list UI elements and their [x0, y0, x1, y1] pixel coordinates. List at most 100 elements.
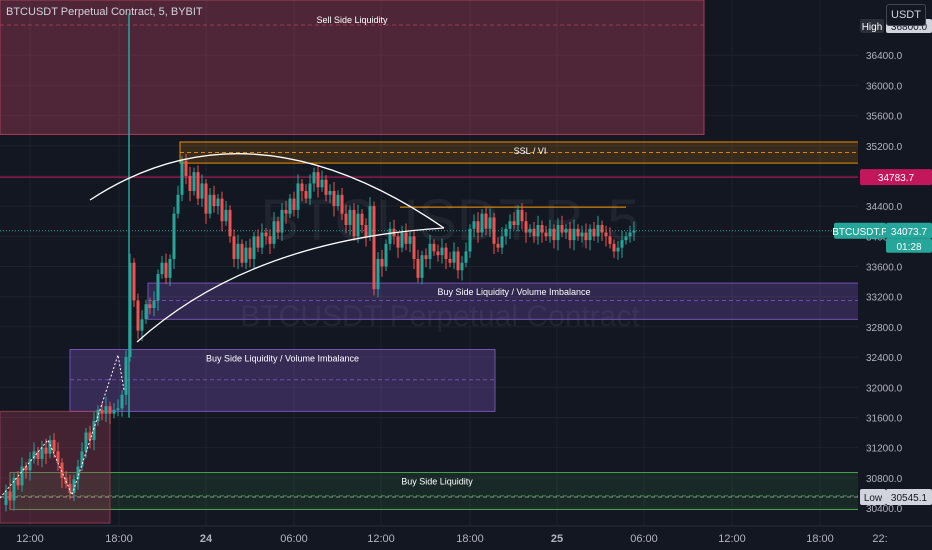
candle-body [96, 409, 100, 422]
candle-body [124, 357, 128, 395]
price-axis[interactable]: 30400.0 30800.0 31200.0 31600.0 32000.0 32400… [858, 0, 932, 526]
high-value: 36800.0 [891, 22, 928, 33]
candle-body [144, 304, 148, 320]
grid [0, 0, 858, 526]
candle-body [8, 491, 12, 501]
y-tick-label: 33200.0 [866, 293, 903, 304]
candle-body [76, 466, 80, 480]
candle-body [204, 183, 208, 214]
candle-body [380, 258, 384, 267]
candle-body [404, 232, 408, 244]
last-value-tag-bg [886, 222, 932, 239]
candle-body [348, 209, 352, 225]
candle-body [228, 209, 232, 237]
candle-body [184, 160, 188, 176]
time-axis[interactable]: 12:00 18:00 24 06:00 12:00 18:00 25 06:00 12:00 1… [0, 525, 932, 550]
candle-body [308, 183, 312, 199]
y-tick-label: 32800.0 [866, 323, 903, 334]
candle-body [340, 194, 344, 214]
x-tick-label: 12:00 [718, 533, 746, 545]
candle-body [500, 236, 504, 248]
candle-body [472, 221, 476, 229]
candle-body [12, 477, 16, 501]
candle-body [280, 209, 284, 233]
candle-body [304, 191, 308, 199]
candle-body [600, 224, 604, 233]
candle-body [476, 221, 480, 233]
candle-body [356, 213, 360, 237]
candle-body [576, 228, 580, 237]
last-symbol-tag-bg [834, 222, 886, 239]
candle-body [540, 224, 544, 233]
low-value-bg [886, 489, 932, 506]
price-levels [0, 176, 858, 498]
candle-body [488, 217, 492, 229]
candle-body [524, 221, 528, 233]
candle-body [616, 247, 620, 252]
candle-body [388, 228, 392, 244]
candle-body [212, 194, 216, 207]
candle-body [140, 319, 144, 331]
currency-button[interactable]: USDT [886, 4, 926, 26]
candle-body [412, 236, 416, 259]
candle-body [444, 247, 448, 259]
candle-body [48, 440, 52, 454]
candle-body [40, 447, 44, 459]
candle-body [532, 228, 536, 237]
candle-body [200, 183, 204, 199]
x-tick-label: 06:00 [280, 533, 308, 545]
candle-body [448, 258, 452, 263]
candle-body [376, 258, 380, 290]
zone-ssl-vi-label: SSL / VI [514, 146, 547, 156]
candle-body [84, 432, 88, 452]
candle-body [468, 228, 472, 252]
candle-body [24, 466, 28, 471]
candle-body [328, 191, 332, 195]
candle-body [248, 247, 252, 259]
candle-body [220, 198, 224, 222]
candle-body [260, 232, 264, 248]
candle-body [564, 228, 568, 233]
candle-body [300, 183, 304, 192]
low-label: Low [864, 493, 883, 504]
candle-body [320, 179, 324, 188]
candle-body [332, 191, 336, 207]
candle-body [620, 240, 624, 248]
liquidity-zones [0, 0, 881, 524]
candle-body [56, 451, 60, 463]
zone-buy-side-vi-lower [69, 349, 496, 412]
candle-body [92, 421, 96, 441]
countdown-tag-bg [886, 238, 932, 253]
candle-body [504, 228, 508, 237]
y-tick-label: 30400.0 [866, 504, 903, 515]
y-tick-label: 32400.0 [866, 353, 903, 364]
candle-body [512, 221, 516, 225]
candle-body [544, 232, 548, 237]
candle-body [272, 221, 276, 244]
candle-body [296, 183, 300, 210]
candle-body [608, 236, 612, 244]
candle-body [312, 172, 316, 184]
x-tick-label: 06:00 [630, 533, 658, 545]
candle-body [264, 232, 268, 237]
candle-body [152, 300, 156, 309]
candle-body [604, 232, 608, 237]
candle-body [452, 251, 456, 263]
watermark-symbol: BTCUSDT.P, 5 [260, 188, 639, 253]
candles [4, 13, 636, 512]
y-tick-label: 34400.0 [866, 202, 903, 213]
candle-body [548, 228, 552, 237]
high-label: High [862, 22, 883, 33]
candle-body [244, 247, 248, 263]
candle-body [520, 209, 524, 222]
candle-body [536, 224, 540, 237]
candle-body [88, 432, 92, 441]
candle-body [516, 209, 520, 225]
candle-body [176, 194, 180, 214]
candle-body [192, 172, 196, 192]
candle-body [384, 243, 388, 267]
candle-body [128, 262, 132, 358]
candle-body [612, 243, 616, 252]
candle-body [252, 236, 256, 259]
